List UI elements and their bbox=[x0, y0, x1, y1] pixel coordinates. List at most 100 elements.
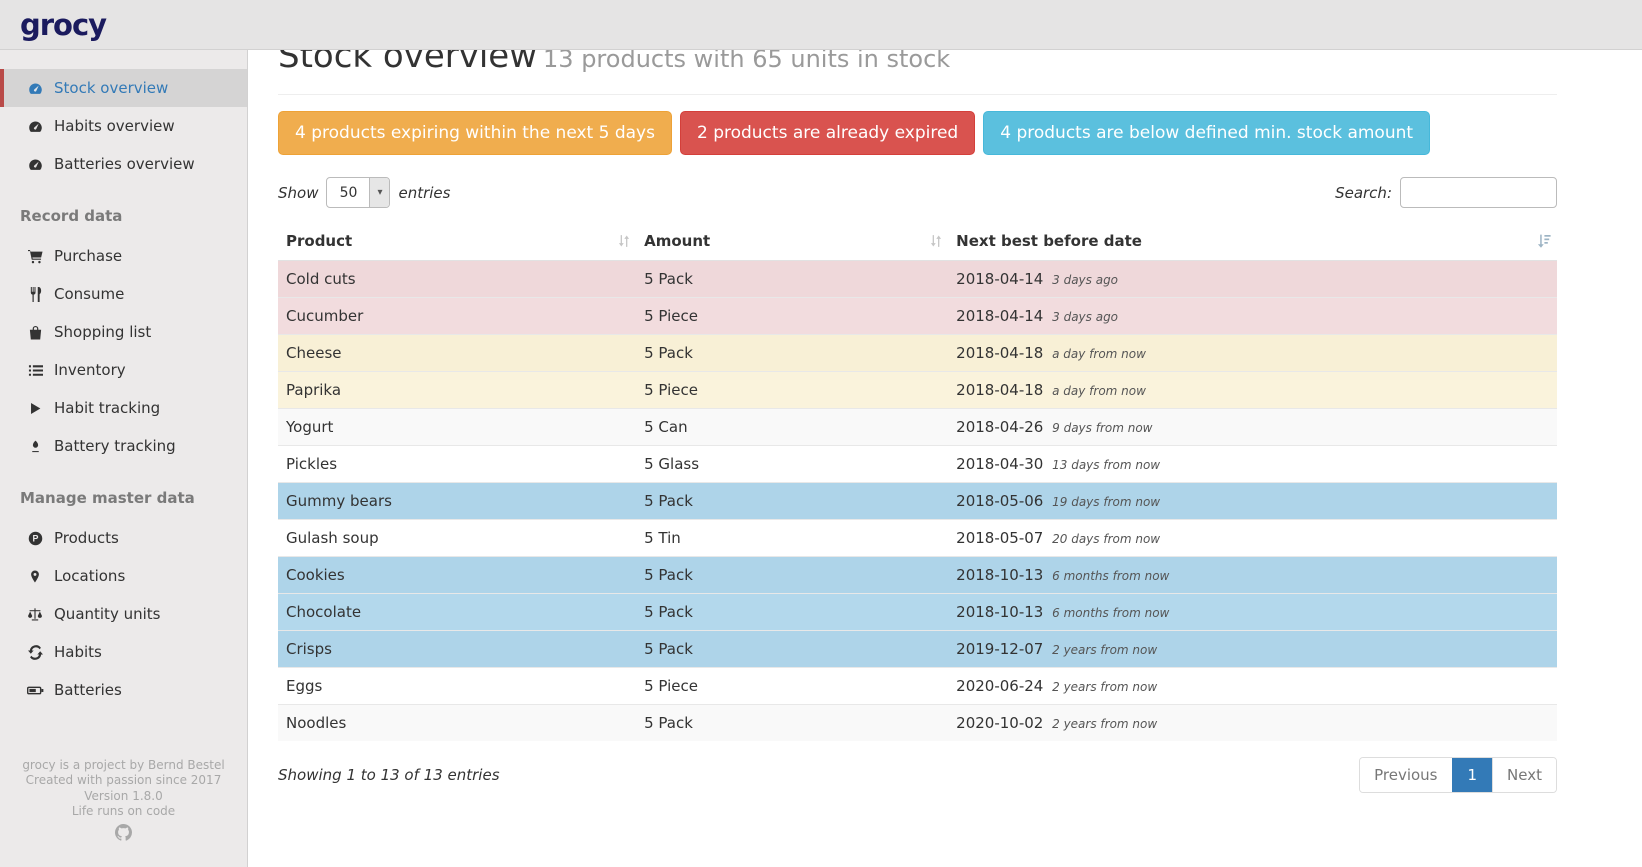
product-cell: Cookies bbox=[278, 556, 637, 594]
shopping-cart-icon bbox=[24, 249, 46, 264]
sidebar-item-habits-overview[interactable]: Habits overview bbox=[0, 107, 247, 145]
sidebar-item-label: Quantity units bbox=[54, 605, 161, 623]
sidebar-item-batteries[interactable]: Batteries bbox=[0, 671, 247, 709]
relative-time: 2 years from now bbox=[1052, 680, 1158, 694]
sidebar-item-label: Habits overview bbox=[54, 117, 175, 135]
list-icon bbox=[24, 363, 46, 378]
utensils-icon bbox=[24, 286, 46, 302]
sidebar-section-heading: Record data bbox=[20, 207, 123, 225]
sidebar-item-purchase[interactable]: Purchase bbox=[0, 237, 247, 275]
amount-cell: 5 Can bbox=[636, 408, 949, 446]
page-length-control: Show 50 ▾ entries bbox=[278, 177, 450, 208]
sidebar-item-consume[interactable]: Consume bbox=[0, 275, 247, 313]
sidebar-item-label: Purchase bbox=[54, 247, 123, 265]
sidebar-item-habits[interactable]: Habits bbox=[0, 633, 247, 671]
battery-icon bbox=[24, 683, 46, 698]
sidebar-item-label: Stock overview bbox=[54, 79, 169, 97]
amount-cell: 5 Pack bbox=[636, 593, 949, 631]
table-row-noodles: Noodles 5 Pack 2020-10-02 2 years from now bbox=[278, 704, 1557, 741]
page-1-button[interactable]: 1 bbox=[1451, 758, 1493, 792]
best-before-cell: 2018-04-18 a day from now bbox=[948, 371, 1557, 409]
amount-cell: 5 Piece bbox=[636, 667, 949, 705]
best-before-cell: 2018-04-26 9 days from now bbox=[948, 408, 1557, 446]
tachometer-icon bbox=[24, 119, 46, 134]
stock-table: Product Amount Next best before date Cold … bbox=[278, 222, 1557, 741]
amount-cell: 5 Glass bbox=[636, 445, 949, 483]
table-row-crisps: Crisps 5 Pack 2019-12-07 2 years from now bbox=[278, 630, 1557, 668]
expiring-products-button[interactable]: 4 products expiring within the next 5 da… bbox=[278, 111, 672, 155]
expired-products-button[interactable]: 2 products are already expired bbox=[679, 111, 976, 155]
sidebar-item-habit-tracking[interactable]: Habit tracking bbox=[0, 389, 247, 427]
amount-cell: 5 Pack bbox=[636, 704, 949, 741]
relative-time: 6 months from now bbox=[1052, 569, 1170, 583]
sidebar-item-inventory[interactable]: Inventory bbox=[0, 351, 247, 389]
github-icon[interactable] bbox=[0, 823, 247, 846]
pen-icon bbox=[24, 439, 46, 454]
search-input[interactable] bbox=[1400, 177, 1557, 208]
table-controls: Show 50 ▾ entries Search: bbox=[278, 177, 1557, 208]
column-header-label: Amount bbox=[644, 232, 711, 250]
table-row-yogurt: Yogurt 5 Can 2018-04-26 9 days from now bbox=[278, 408, 1557, 446]
best-before-cell: 2020-06-24 2 years from now bbox=[948, 667, 1557, 705]
below-min-stock-button[interactable]: 4 products are below defined min. stock … bbox=[983, 111, 1431, 155]
sidebar-footer-line: grocy is a project by Bernd Bestel bbox=[22, 757, 225, 772]
column-header-label: Next best before date bbox=[956, 232, 1142, 250]
sidebar-item-products[interactable]: P Products bbox=[0, 519, 247, 557]
main-content: Stock overview 13 products with 65 units … bbox=[248, 0, 1642, 823]
sidebar-item-locations[interactable]: Locations bbox=[0, 557, 247, 595]
best-before-cell: 2018-05-07 20 days from now bbox=[948, 519, 1557, 557]
product-cell: Cheese bbox=[278, 334, 637, 372]
next-page-button[interactable]: Next bbox=[1492, 758, 1556, 792]
relative-time: 3 days ago bbox=[1052, 310, 1119, 324]
product-cell: Eggs bbox=[278, 667, 637, 705]
product-cell: Yogurt bbox=[278, 408, 637, 446]
relative-time: 13 days from now bbox=[1052, 458, 1161, 472]
sidebar-footer-line: Version 1.8.0 bbox=[84, 788, 163, 803]
column-header-next-best-before-date[interactable]: Next best before date bbox=[948, 222, 1557, 261]
sidebar-item-label: Battery tracking bbox=[54, 437, 176, 455]
shopping-bag-icon bbox=[24, 325, 46, 340]
amount-cell: 5 Piece bbox=[636, 371, 949, 409]
title-divider bbox=[278, 94, 1557, 95]
grocy-logo[interactable]: grocy bbox=[20, 7, 107, 42]
amount-cell: 5 Tin bbox=[636, 519, 949, 557]
amount-cell: 5 Piece bbox=[636, 297, 949, 335]
svg-text:P: P bbox=[32, 533, 38, 543]
table-info-text: Showing 1 to 13 of 13 entries bbox=[278, 766, 500, 784]
best-before-cell: 2018-10-13 6 months from now bbox=[948, 593, 1557, 631]
sidebar-item-label: Consume bbox=[54, 285, 125, 303]
column-header-product[interactable]: Product bbox=[278, 222, 637, 261]
best-before-cell: 2019-12-07 2 years from now bbox=[948, 630, 1557, 668]
sidebar-item-stock-overview[interactable]: Stock overview bbox=[0, 69, 247, 107]
search-control: Search: bbox=[1335, 177, 1557, 208]
sidebar-item-battery-tracking[interactable]: Battery tracking bbox=[0, 427, 247, 465]
tachometer-icon bbox=[24, 81, 46, 96]
table-row-cucumber: Cucumber 5 Piece 2018-04-14 3 days ago bbox=[278, 297, 1557, 335]
sidebar: Stock overview Habits overview Batteries o… bbox=[0, 50, 248, 867]
page-length-select[interactable]: 50 ▾ bbox=[326, 177, 391, 208]
map-marker-icon bbox=[24, 569, 46, 584]
sidebar-item-shopping-list[interactable]: Shopping list bbox=[0, 313, 247, 351]
sidebar-item-label: Shopping list bbox=[54, 323, 152, 341]
column-header-amount[interactable]: Amount bbox=[636, 222, 949, 261]
table-footer: Showing 1 to 13 of 13 entries Previous 1… bbox=[278, 757, 1557, 823]
sidebar-item-label: Habit tracking bbox=[54, 399, 161, 417]
best-before-cell: 2018-05-06 19 days from now bbox=[948, 482, 1557, 520]
table-row-cookies: Cookies 5 Pack 2018-10-13 6 months from no… bbox=[278, 556, 1557, 594]
table-row-cold-cuts: Cold cuts 5 Pack 2018-04-14 3 days ago bbox=[278, 260, 1557, 298]
sidebar-footer-line: Life runs on code bbox=[71, 804, 176, 818]
best-before-cell: 2018-04-14 3 days ago bbox=[948, 297, 1557, 335]
table-row-cheese: Cheese 5 Pack 2018-04-18 a day from now bbox=[278, 334, 1557, 372]
sidebar-item-quantity-units[interactable]: Quantity units bbox=[0, 595, 247, 633]
sort-both-icon bbox=[618, 235, 630, 248]
amount-cell: 5 Pack bbox=[636, 482, 949, 520]
alert-buttons-row: 4 products expiring within the next 5 da… bbox=[278, 111, 1557, 155]
sidebar-item-batteries-overview[interactable]: Batteries overview bbox=[0, 145, 247, 183]
amount-cell: 5 Pack bbox=[636, 260, 949, 298]
product-icon: P bbox=[24, 531, 46, 546]
previous-page-button[interactable]: Previous bbox=[1360, 758, 1452, 792]
product-cell: Chocolate bbox=[278, 593, 637, 631]
sidebar-nav: Stock overview Habits overview Batteries o… bbox=[0, 50, 247, 709]
table-row-eggs: Eggs 5 Piece 2020-06-24 2 years from now bbox=[278, 667, 1557, 705]
page-length-value: 50 bbox=[339, 184, 358, 201]
